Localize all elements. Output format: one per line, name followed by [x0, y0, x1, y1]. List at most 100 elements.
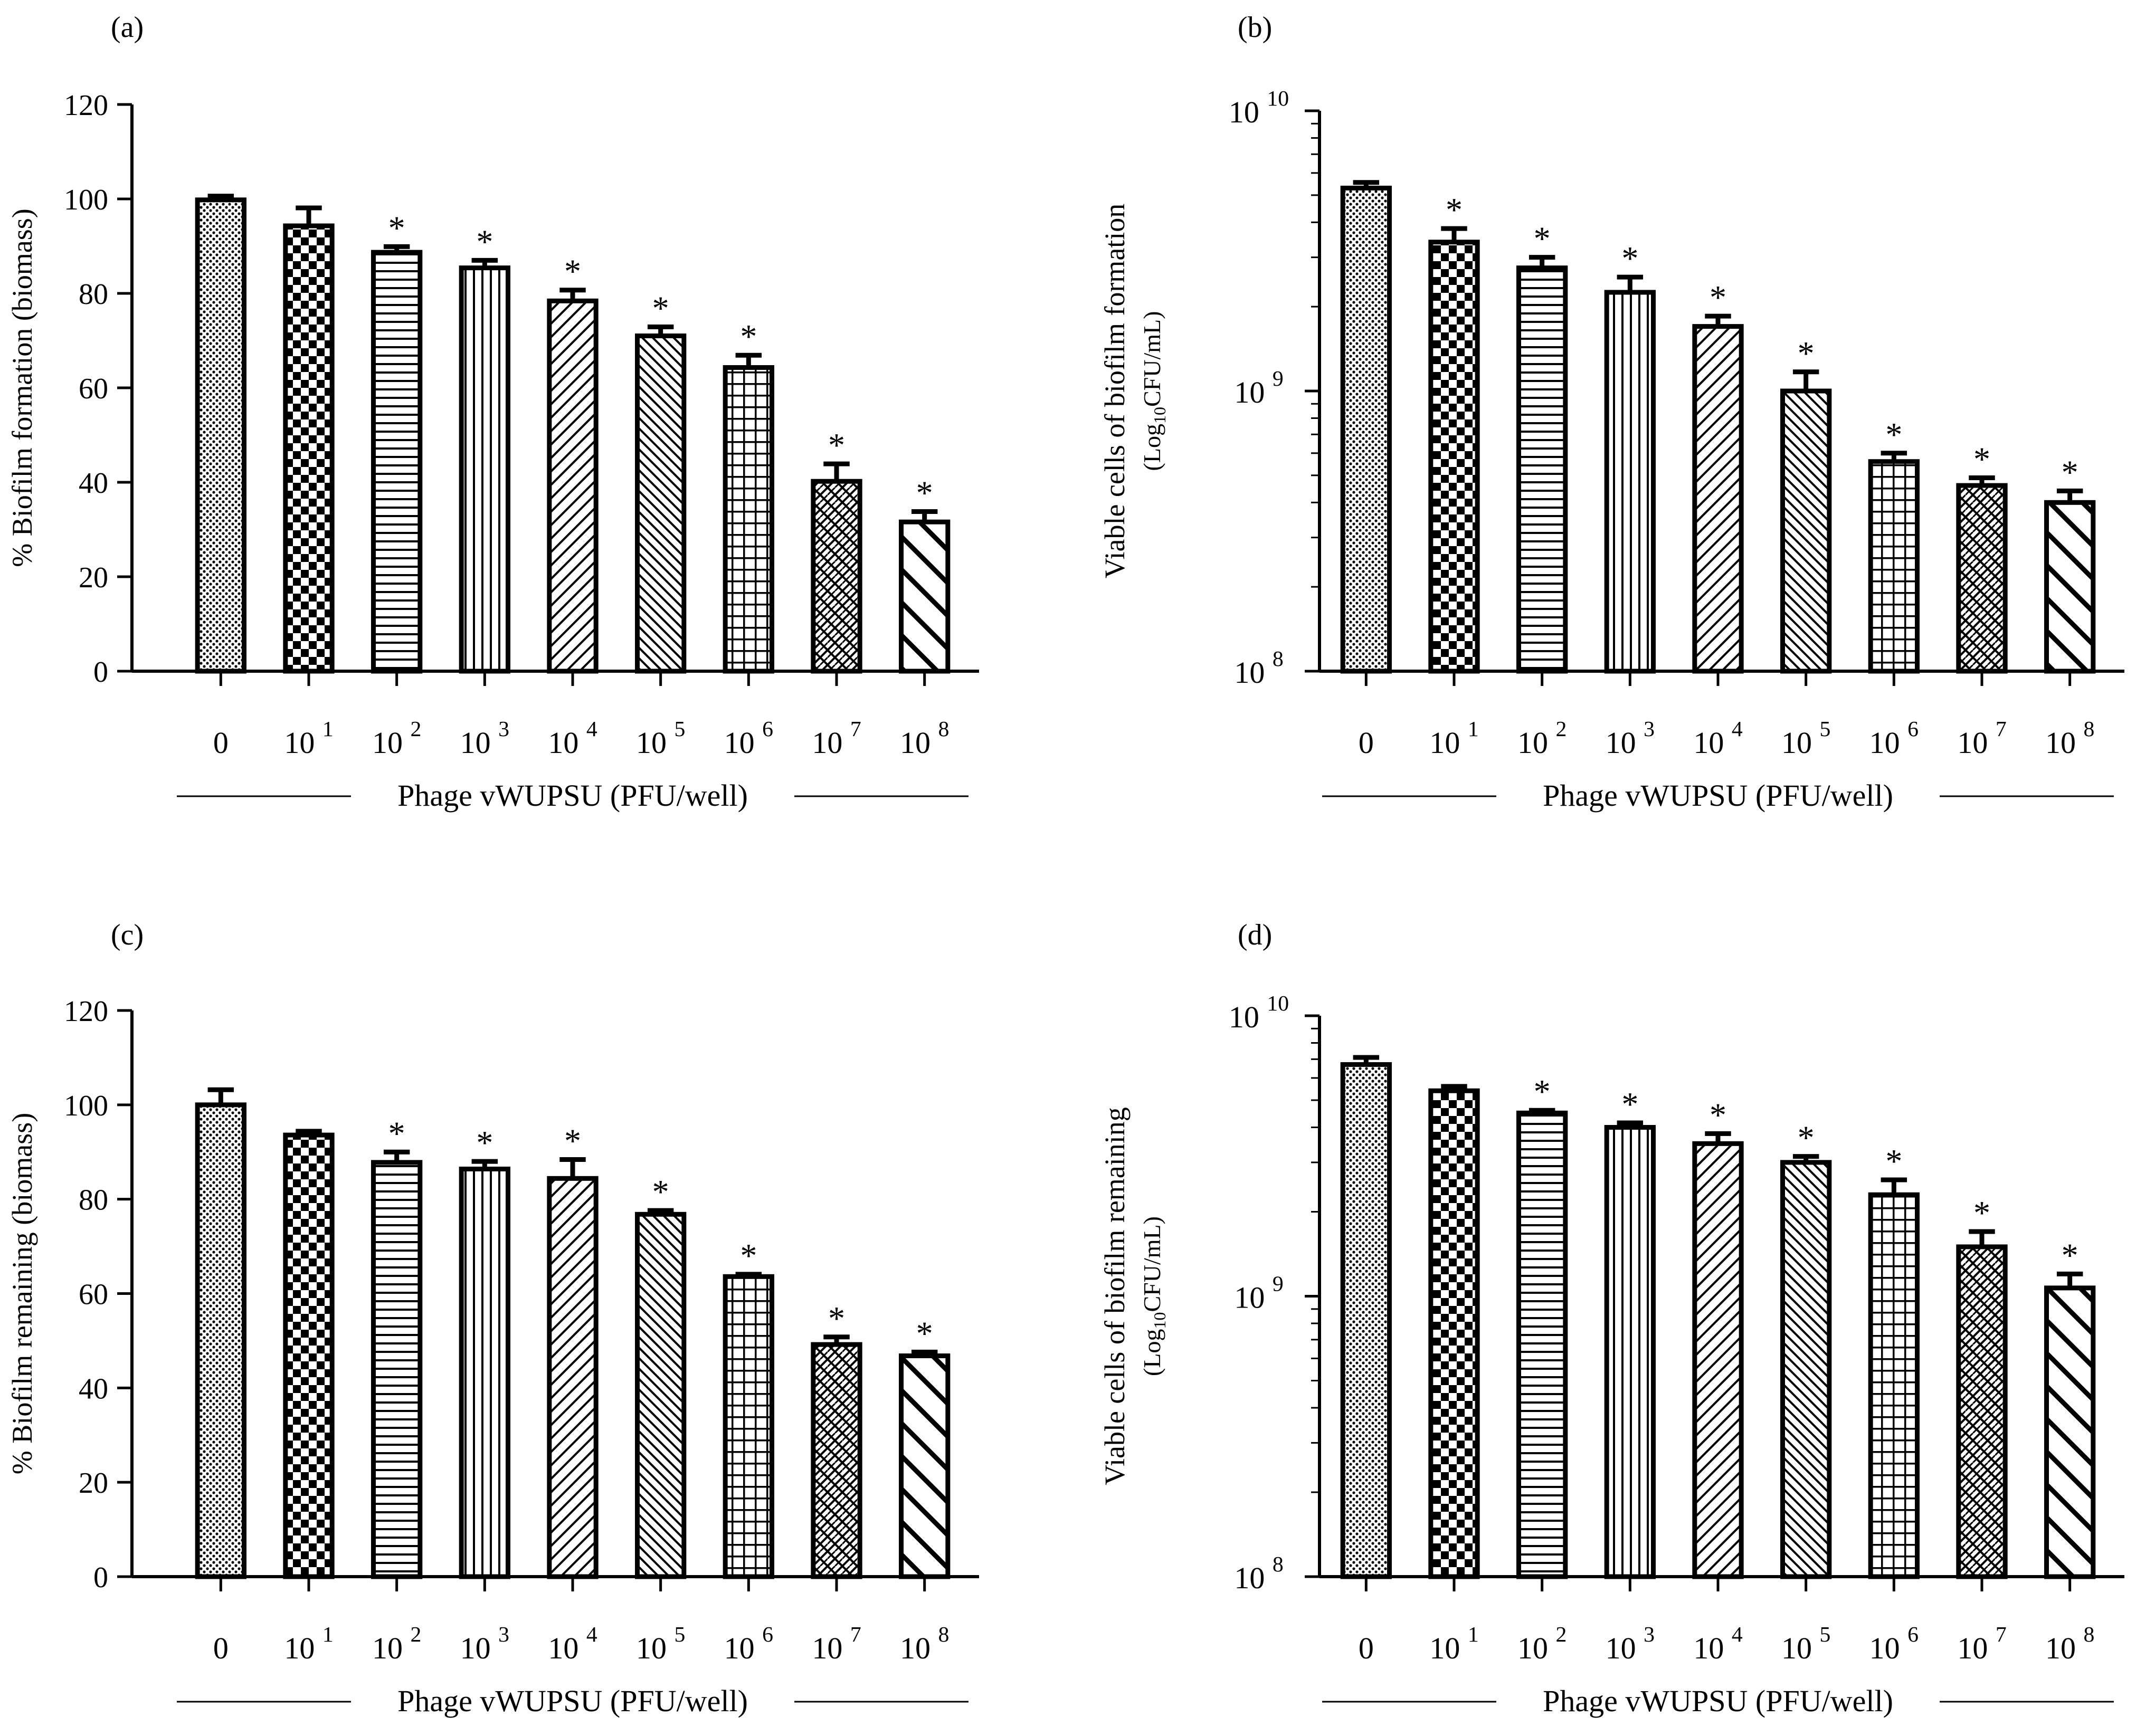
bar — [1780, 388, 1832, 674]
y-axis-title: % Biofilm formation (biomass) — [6, 208, 38, 567]
significance-marker: * — [740, 318, 757, 355]
bar — [1604, 290, 1656, 674]
panel-c: (c) 0 20 40 60 80 100 120 % Biofilm remaining (b… — [6, 919, 979, 1718]
panel-a: (a) 0 20 40 60 80 100 120 % Biofilm formation (b… — [6, 11, 979, 813]
significance-marker: * — [916, 1314, 933, 1352]
significance-marker: * — [1798, 335, 1815, 372]
bar — [811, 479, 862, 674]
y-tick-label: 10 9 — [1234, 367, 1283, 409]
bar — [1868, 1192, 1920, 1579]
x-tick-label: 0 — [1359, 1631, 1374, 1665]
significance-marker: * — [388, 1114, 405, 1152]
x-axis-title: Phage vWUPSU (PFU/well) — [397, 1684, 748, 1718]
y-tick-label: 20 — [79, 561, 108, 594]
x-axis-title: Phage vWUPSU (PFU/well) — [1543, 778, 1893, 813]
bar — [635, 333, 687, 674]
x-tick-label: 10 4 — [548, 717, 597, 760]
significance-marker: * — [1885, 1142, 1902, 1180]
x-tick-label: 10 3 — [460, 717, 509, 760]
y-tick-label: 80 — [79, 1184, 108, 1217]
y-tick-label: 80 — [79, 278, 108, 311]
y-tick-label: 120 — [64, 89, 108, 122]
y-tick-label: 10 10 — [1229, 991, 1289, 1034]
significance-marker: * — [476, 1124, 493, 1161]
x-tick-label: 10 3 — [1606, 1623, 1655, 1665]
x-tick-label: 10 7 — [1957, 1623, 2006, 1665]
x-tick-label: 10 8 — [2045, 1623, 2094, 1665]
y-axis-title: Viable cells of biofilm remaining — [1099, 1107, 1131, 1485]
significance-marker: * — [564, 253, 581, 290]
bar — [195, 1102, 246, 1579]
bar — [1340, 185, 1392, 674]
significance-marker: * — [2062, 1236, 2078, 1274]
y-tick-label: 20 — [79, 1467, 108, 1500]
bar — [723, 365, 774, 674]
bar — [1868, 459, 1920, 674]
x-tick-label: 10 5 — [1781, 717, 1830, 760]
y-tick-label: 10 8 — [1234, 647, 1283, 690]
bar — [1956, 483, 2008, 674]
x-tick-label: 10 3 — [1606, 717, 1655, 760]
significance-marker: * — [1621, 240, 1638, 277]
x-tick-label: 10 6 — [1869, 1623, 1919, 1665]
bar — [195, 197, 246, 674]
x-tick-label: 10 7 — [812, 1623, 861, 1665]
y-axis-title: Viable cells of biofilm formation — [1099, 204, 1131, 579]
significance-marker: * — [2062, 453, 2078, 491]
x-tick-label: 10 8 — [2045, 717, 2094, 760]
x-tick-label: 10 7 — [1957, 717, 2006, 760]
significance-marker: * — [476, 223, 493, 260]
significance-marker: * — [388, 209, 405, 246]
significance-marker: * — [828, 426, 845, 464]
y-tick-label: 10 9 — [1234, 1272, 1283, 1315]
significance-marker: * — [652, 1173, 669, 1210]
x-tick-label: 10 5 — [1781, 1623, 1830, 1665]
significance-marker: * — [1534, 220, 1551, 257]
bar — [283, 223, 335, 674]
x-tick-label: 10 4 — [548, 1623, 597, 1665]
significance-marker: * — [1973, 1194, 1990, 1232]
x-tick-label: 0 — [213, 726, 229, 760]
bar — [2044, 500, 2096, 674]
bar — [1516, 1110, 1568, 1579]
bar — [1604, 1125, 1656, 1579]
bar — [1956, 1244, 2008, 1579]
significance-marker: * — [1446, 191, 1463, 228]
x-tick-label: 10 2 — [372, 717, 421, 760]
y-tick-label: 10 10 — [1229, 87, 1289, 129]
y-tick-label: 100 — [64, 1090, 108, 1122]
significance-marker: * — [828, 1300, 845, 1337]
x-tick-label: 10 1 — [1429, 1623, 1478, 1665]
bar — [371, 250, 423, 674]
y-axis-unit: (Log10CFU/mL) — [1138, 1216, 1169, 1376]
significance-marker: * — [1885, 416, 1902, 453]
bar — [2044, 1285, 2096, 1579]
x-tick-label: 0 — [1359, 726, 1374, 760]
bar — [1428, 240, 1480, 674]
panel-label: (b) — [1238, 11, 1272, 44]
bar — [635, 1212, 687, 1579]
bar — [1428, 1088, 1480, 1579]
x-axis-title: Phage vWUPSU (PFU/well) — [397, 778, 748, 813]
significance-marker: * — [740, 1237, 757, 1274]
x-axis-title: Phage vWUPSU (PFU/well) — [1543, 1684, 1893, 1718]
y-tick-label: 60 — [79, 1279, 108, 1311]
significance-marker: * — [1973, 441, 1990, 478]
x-tick-label: 10 5 — [636, 717, 685, 760]
significance-marker: * — [1621, 1085, 1638, 1123]
bar — [899, 1353, 951, 1579]
bar — [1692, 1141, 1744, 1579]
significance-marker: * — [1798, 1119, 1815, 1157]
bar — [811, 1342, 862, 1579]
x-tick-label: 10 2 — [372, 1623, 421, 1665]
x-tick-label: 10 4 — [1693, 1623, 1743, 1665]
bar — [899, 519, 951, 674]
x-tick-label: 10 1 — [284, 1623, 333, 1665]
significance-marker: * — [1710, 279, 1726, 316]
y-axis-unit: (Log10CFU/mL) — [1138, 311, 1169, 471]
panels: (a) 0 20 40 60 80 100 120 % Biofilm formation (b… — [6, 11, 2124, 1718]
significance-marker: * — [1710, 1096, 1726, 1133]
y-tick-label: 0 — [93, 656, 108, 689]
